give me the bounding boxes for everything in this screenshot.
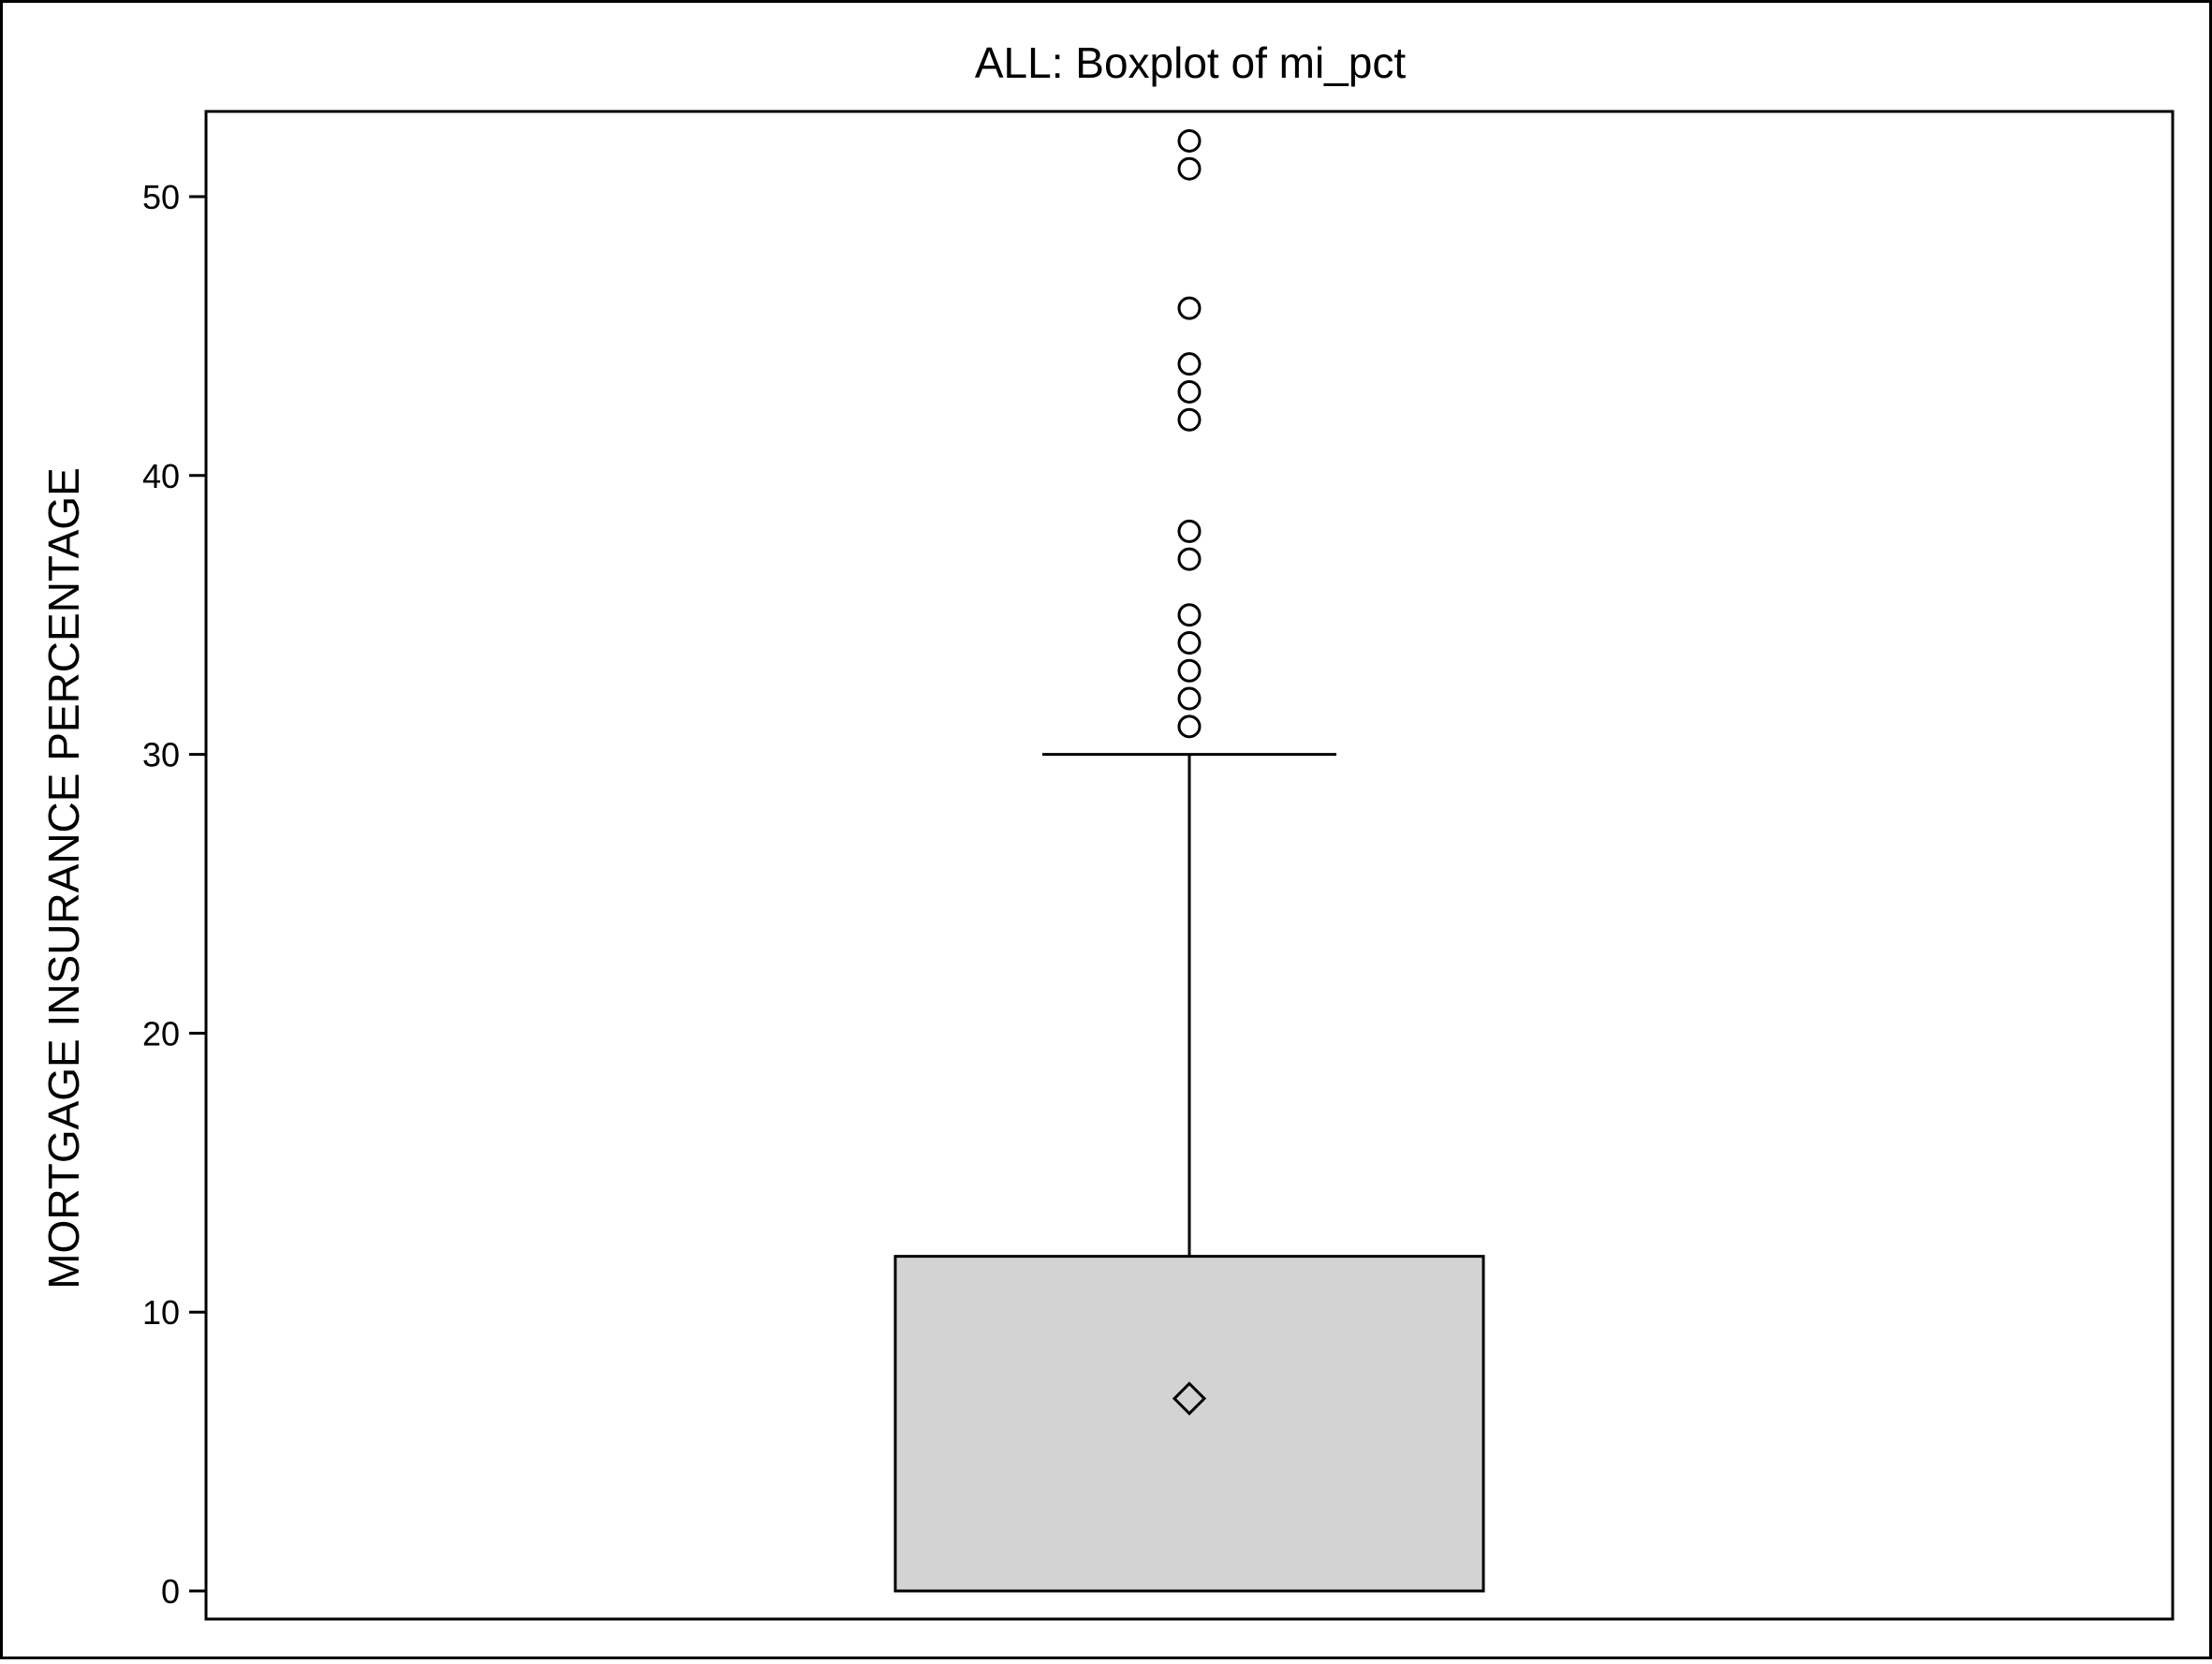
y-tick-label: 10 [142, 1293, 180, 1332]
iqr-box [893, 1255, 1485, 1593]
outlier-point [1177, 630, 1202, 655]
y-tick-label: 20 [142, 1014, 180, 1053]
outliers-group [1177, 128, 1202, 739]
y-axis-label: MORTGAGE INSURANCE PERCENTAGE [39, 467, 88, 1289]
y-tick-label: 0 [161, 1572, 180, 1611]
outlier-point [1177, 407, 1202, 432]
outlier-point [1177, 686, 1202, 711]
outlier-point [1177, 156, 1202, 181]
outlier-point [1177, 547, 1202, 571]
outlier-point [1177, 519, 1202, 543]
y-tick-label: 40 [142, 457, 180, 495]
plot-area-frame [204, 110, 2175, 1621]
outlier-point [1177, 603, 1202, 627]
y-tick-label: 30 [142, 736, 180, 774]
outlier-point [1177, 128, 1202, 153]
y-axis: 0 10 20 30 40 50 [142, 178, 206, 1611]
mean-marker [1172, 1381, 1207, 1416]
outlier-point [1177, 352, 1202, 376]
chart-title: ALL: Boxplot of mi_pct [975, 38, 1406, 87]
outlier-point [1177, 379, 1202, 404]
box-group [893, 753, 1485, 1593]
outlier-point [1177, 714, 1202, 739]
y-tick-label: 50 [142, 178, 180, 216]
outlier-point [1177, 296, 1202, 320]
outlier-point [1177, 658, 1202, 683]
